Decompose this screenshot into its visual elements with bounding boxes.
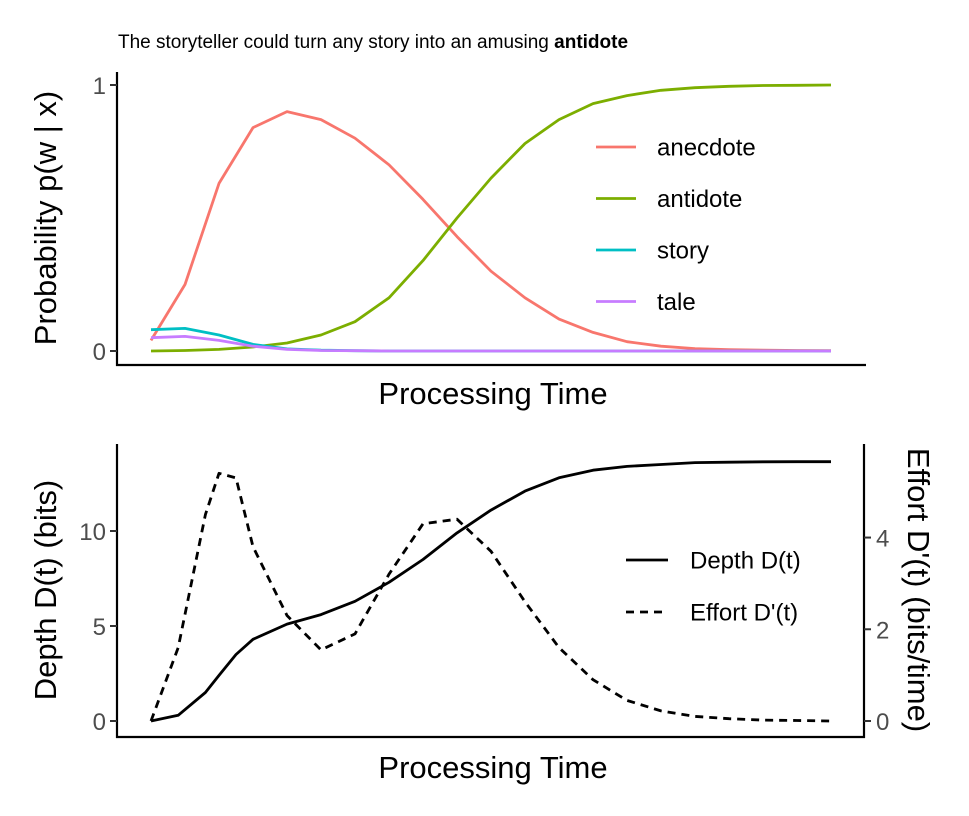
y-tick-label: 0: [93, 339, 106, 366]
legend-label-story: story: [657, 238, 709, 265]
y-tick-label: 1: [93, 73, 106, 100]
left-y-tick-label: 0: [93, 709, 106, 736]
depth-effort-lines: [149, 460, 832, 723]
left-y-tick-label: 10: [79, 519, 106, 546]
series-line-tale: [150, 335, 831, 353]
legend-label-anecdote: anecdote: [657, 135, 756, 162]
sentence-prefix: The storyteller could turn any story int…: [118, 32, 554, 53]
right-y-axis-title: Effort D'(t) (bits/time): [901, 448, 936, 732]
series-line-depth-d-t: [150, 460, 831, 723]
legend-label-tale: tale: [657, 289, 696, 316]
right-y-tick-label: 0: [876, 709, 889, 736]
right-y-tick-label: 2: [876, 617, 889, 644]
y-axis-ticks: 01: [93, 73, 117, 366]
probability-panel: 01 Processing Time Probability p(w | x) …: [28, 72, 866, 411]
right-y-tick-label: 4: [876, 526, 889, 553]
legend-label-antidote: antidote: [657, 186, 742, 213]
x-axis-title: Processing Time: [378, 750, 607, 785]
legend: anecdote antidote story tale: [596, 135, 756, 316]
probability-lines: [149, 83, 832, 353]
series-line-effort-d-t: [149, 471, 832, 723]
series-line-antidote: [150, 83, 832, 353]
series-line-anecdote: [149, 110, 832, 353]
legend-label-effort-d-t: Effort D'(t): [690, 600, 798, 627]
left-y-axis-title: Depth D(t) (bits): [28, 480, 63, 700]
y-axis-title: Probability p(w | x): [28, 91, 63, 345]
sentence-target-word: antidote: [554, 32, 628, 53]
left-y-tick-label: 5: [93, 614, 106, 641]
y-axis-ticks: 0 5 10 0 2 4: [79, 519, 889, 736]
depth-effort-panel: 0 5 10 0 2 4 Processing Time Depth D(t) (bits…: [28, 444, 936, 785]
stimulus-sentence: The storyteller could turn any story int…: [118, 32, 628, 53]
legend: Depth D(t) Effort D'(t): [626, 548, 801, 627]
x-axis-title: Processing Time: [378, 376, 607, 411]
legend-label-depth-d-t: Depth D(t): [690, 548, 801, 575]
